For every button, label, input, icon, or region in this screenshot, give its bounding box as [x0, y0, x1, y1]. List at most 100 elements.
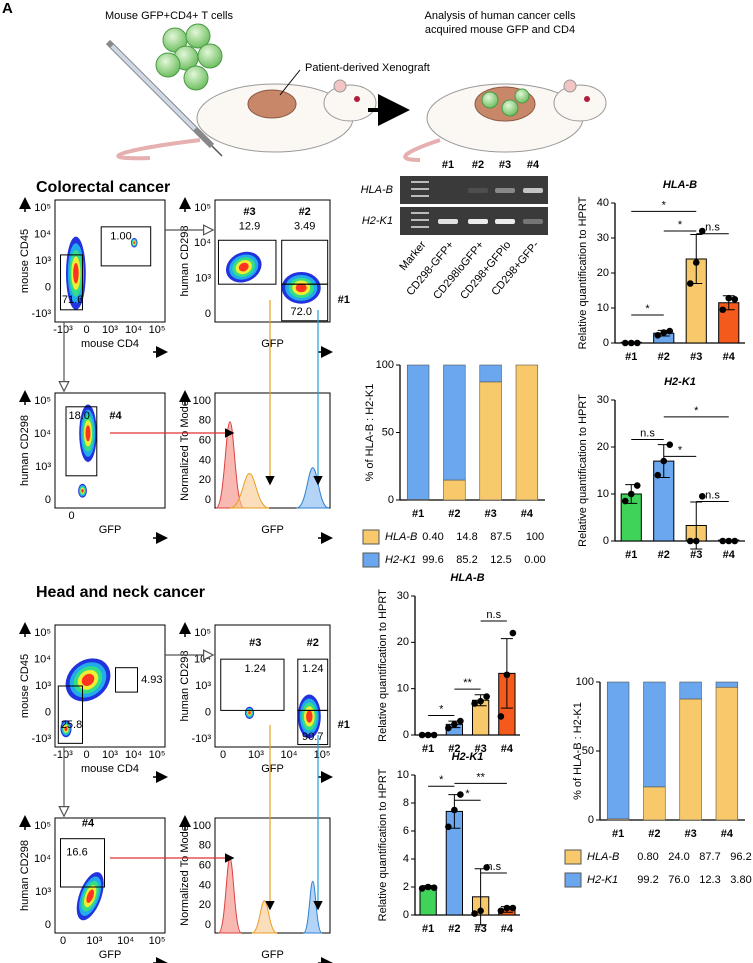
- band: [438, 219, 458, 224]
- y-tick-label: 50: [582, 745, 594, 757]
- x-axis-label: mouse CD4: [81, 763, 139, 775]
- population-label: #2: [307, 637, 319, 649]
- population-label: #4: [109, 410, 122, 422]
- band: [468, 219, 488, 224]
- replicate-point: [497, 907, 505, 915]
- gate: [100, 226, 152, 267]
- replicate-point: [509, 904, 517, 912]
- replicate-point: [627, 339, 635, 347]
- plot-frame: [214, 199, 331, 323]
- x-tick-label: 10⁵: [149, 749, 166, 761]
- y-axis-label: % of HLA-B : H2-K1: [572, 702, 584, 800]
- chart-title: HLA-B: [450, 572, 484, 584]
- y-tick-label: 60: [199, 435, 211, 447]
- gate: [60, 254, 83, 311]
- significance-label: *: [694, 405, 699, 417]
- x-tick-label: 10³: [102, 749, 118, 761]
- x-tick-label: 0: [60, 935, 66, 947]
- population-label: #1: [338, 719, 350, 731]
- x-tick-label: #3: [690, 351, 702, 363]
- y-tick-label: 20: [597, 267, 609, 279]
- replicate-point: [503, 904, 511, 912]
- x-axis-label: mouse CD4: [81, 338, 139, 350]
- table-value: 3.80: [730, 874, 751, 886]
- histogram: [296, 467, 330, 509]
- x-tick-label: -10³: [53, 749, 73, 761]
- y-tick-label: -10³: [31, 733, 51, 745]
- replicate-point: [477, 697, 484, 705]
- x-axis-label: GFP: [261, 338, 284, 350]
- gate: [281, 283, 329, 322]
- population-label: #4: [82, 818, 95, 830]
- x-tick-label: #2: [448, 743, 460, 755]
- x-tick-label: #2: [448, 508, 460, 520]
- replicate-point: [719, 306, 727, 314]
- significance-label: n.s: [705, 222, 720, 234]
- chart-title: H2-K1: [664, 376, 696, 388]
- y-tick-label: 40: [199, 879, 211, 891]
- replicate-point: [418, 885, 426, 892]
- table-value: 96.2: [730, 851, 751, 863]
- bar-segment: [443, 364, 466, 481]
- needle: [211, 145, 223, 157]
- histogram: [251, 900, 278, 934]
- legend-swatch: [362, 529, 380, 545]
- y-tick-label: 80: [199, 415, 211, 427]
- x-tick-label: 10⁴: [125, 324, 142, 336]
- y-tick-label: 10⁵: [34, 395, 51, 407]
- chart-title: H2-K1: [452, 751, 484, 763]
- table-value: 0.80: [637, 851, 658, 863]
- gate-value: 1.24: [302, 663, 323, 675]
- y-axis-label: human CD298: [19, 840, 31, 911]
- y-tick-label: 10⁴: [34, 853, 51, 865]
- y-tick-label: 10³: [35, 255, 51, 267]
- y-tick-label: 40: [199, 454, 211, 466]
- bar-segment: [406, 364, 430, 500]
- gate-value: 4.93: [141, 674, 162, 686]
- y-tick-label: 10³: [195, 680, 211, 692]
- syringe-body: [110, 44, 197, 131]
- y-tick-label: 60: [199, 860, 211, 872]
- legend-label: HLA-B: [385, 531, 417, 543]
- legend-swatch: [362, 552, 380, 568]
- bar-segment: [715, 686, 739, 821]
- cells: [155, 23, 223, 91]
- x-axis-label: GFP: [261, 763, 284, 775]
- bar-segment: [515, 364, 539, 501]
- histogram: [215, 421, 245, 509]
- table-value: 99.2: [637, 874, 658, 886]
- y-tick-label: 0: [588, 814, 594, 826]
- y-tick-label: 0: [45, 494, 51, 506]
- replicate-point: [451, 806, 458, 814]
- table-value: 24.0: [668, 851, 689, 863]
- y-tick-label: 20: [199, 474, 211, 486]
- y-tick-label: 10: [397, 683, 409, 695]
- x-axis-label: GFP: [99, 949, 122, 961]
- y-tick-label: 100: [193, 820, 211, 832]
- lane-number: #4: [527, 159, 540, 171]
- bar-segment: [443, 479, 466, 501]
- y-tick-label: 0: [45, 919, 51, 931]
- replicate-point: [692, 259, 700, 266]
- replicate-point: [660, 329, 668, 336]
- significance-label: **: [463, 677, 472, 689]
- y-axis-label: human CD298: [179, 651, 191, 722]
- xenograft-label: Patient-derived Xenograft: [305, 62, 430, 74]
- density: [85, 425, 91, 442]
- x-tick-label: #2: [658, 351, 670, 363]
- y-axis-label: human CD298: [179, 226, 191, 297]
- x-tick-label: #3: [475, 923, 487, 935]
- replicate-point: [731, 295, 739, 303]
- x-tick-label: #2: [648, 828, 660, 840]
- band: [495, 188, 515, 193]
- replicate-point: [725, 294, 733, 302]
- x-tick-label: 0: [83, 749, 89, 761]
- section-title: Colorectal cancer: [36, 179, 170, 196]
- x-tick-label: #4: [501, 923, 514, 935]
- y-tick-label: 0: [205, 919, 211, 931]
- density: [81, 673, 95, 686]
- significance-label: *: [645, 303, 650, 315]
- population-label: #3: [249, 637, 261, 649]
- legend-label: HLA-B: [587, 851, 619, 863]
- gate-value: 71.6: [62, 294, 83, 306]
